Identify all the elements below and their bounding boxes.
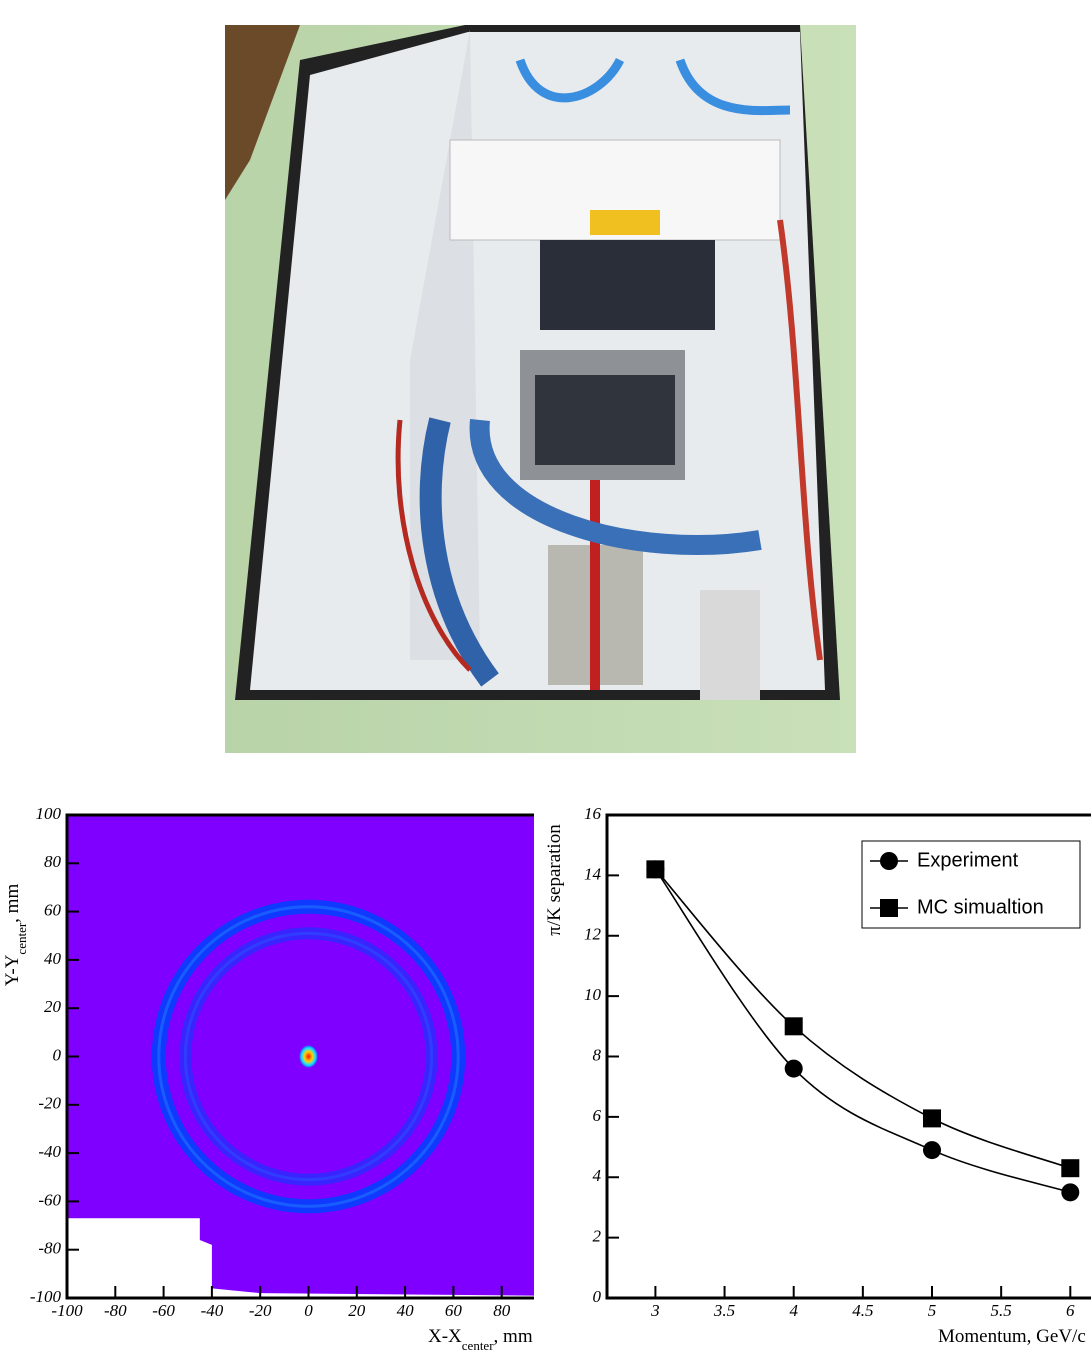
x-tick-label: 5.5 [991, 1301, 1012, 1320]
axis-label-part: center [14, 922, 29, 954]
x-tick-label: 60 [445, 1301, 463, 1320]
y-tick-label: 20 [44, 997, 62, 1016]
marker [646, 860, 664, 878]
line-panel: 0 2 4 6 8 10 12 14 16 3 3.5 4 4.5 5 5.5 6 Momentum, GeV/… [544, 804, 1091, 1347]
x-tick-label: 40 [397, 1301, 415, 1320]
page: -100-80-60-40-20020406080100-100-80-60-4… [0, 0, 1091, 1358]
x-tick-label: 3 [650, 1301, 660, 1320]
axis-label-part: X-X [428, 1326, 462, 1347]
x-tick-label: 0 [304, 1301, 313, 1320]
legend-label: MC simualtion [917, 896, 1044, 918]
photo [225, 25, 856, 753]
y-tick-label: 8 [593, 1045, 602, 1064]
y-tick-label: 80 [44, 852, 62, 871]
legend-label: Experiment [917, 849, 1019, 871]
marker [923, 1141, 941, 1159]
marker [1061, 1159, 1079, 1177]
plot-area [67, 815, 534, 1298]
y-tick-label: 4 [593, 1166, 602, 1185]
y-tick-label: -60 [38, 1190, 61, 1209]
y-tick-label: -40 [38, 1142, 61, 1161]
y-tick-label: 0 [593, 1287, 602, 1306]
axis-label-part: Y-Y [2, 954, 23, 986]
legend-marker [880, 852, 898, 870]
y-tick-label: 100 [36, 804, 62, 823]
x-axis-label: Momentum, GeV/c [938, 1326, 1086, 1347]
legend-marker [880, 899, 898, 917]
y-tick-label: -20 [38, 1094, 61, 1113]
y-tick-label: 60 [44, 901, 62, 920]
x-tick-label: 80 [493, 1301, 511, 1320]
y-tick-label: 6 [593, 1106, 602, 1125]
figure: -100-80-60-40-20020406080100-100-80-60-4… [0, 0, 1091, 1358]
heatmap-panel: -100-80-60-40-20020406080100-100-80-60-4… [2, 804, 534, 1353]
x-tick-label: 4 [789, 1301, 798, 1320]
marker [785, 1017, 803, 1035]
y-tick-label: 0 [53, 1045, 62, 1064]
y-tick-label: 16 [584, 804, 602, 823]
x-tick-label: 3.5 [713, 1301, 735, 1320]
marker [1061, 1183, 1079, 1201]
spot [300, 1046, 318, 1068]
x-tick-label: 6 [1066, 1301, 1075, 1320]
x-tick-label: -100 [51, 1301, 83, 1320]
x-tick-label: -60 [152, 1301, 175, 1320]
marker [923, 1109, 941, 1127]
marker [785, 1060, 803, 1078]
x-tick-label: -20 [249, 1301, 272, 1320]
x-tick-label: 4.5 [852, 1301, 873, 1320]
y-axis-label: π/K separation [544, 824, 565, 936]
axis-label: X-Xcenter, mm [428, 1326, 533, 1353]
axis-label-part: , mm [2, 884, 23, 923]
axis-label-part: center [462, 1338, 494, 1353]
y-tick-label: 40 [44, 949, 62, 968]
x-tick-label: 5 [928, 1301, 937, 1320]
x-tick-label: -40 [201, 1301, 224, 1320]
axis-label-part: , mm [494, 1326, 533, 1347]
x-tick-label: -80 [104, 1301, 127, 1320]
axis-label: Y-Ycenter, mm [2, 884, 29, 987]
y-tick-label: 14 [584, 864, 602, 883]
y-tick-label: 2 [593, 1227, 602, 1246]
y-tick-label: -80 [38, 1239, 61, 1258]
y-tick-label: 10 [584, 985, 602, 1004]
x-tick-label: 20 [348, 1301, 366, 1320]
y-tick-label: 12 [584, 925, 602, 944]
